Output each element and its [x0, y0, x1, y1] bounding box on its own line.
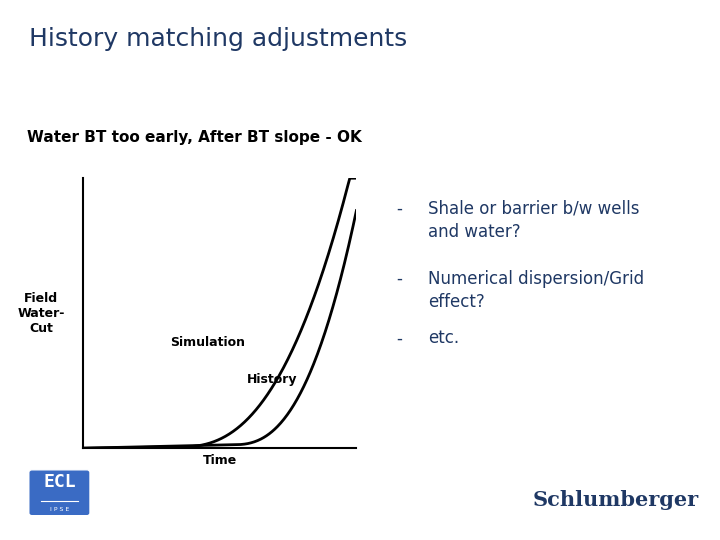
FancyBboxPatch shape	[29, 470, 90, 516]
Y-axis label: Field
Water-
Cut: Field Water- Cut	[17, 292, 65, 335]
Text: History matching adjustments: History matching adjustments	[29, 27, 407, 51]
Text: Numerical dispersion/Grid
effect?: Numerical dispersion/Grid effect?	[428, 270, 644, 311]
Text: -: -	[396, 329, 402, 347]
Text: Shale or barrier b/w wells
and water?: Shale or barrier b/w wells and water?	[428, 200, 640, 241]
Text: Water BT too early, After BT slope - OK: Water BT too early, After BT slope - OK	[27, 130, 361, 145]
Text: Schlumberger: Schlumberger	[532, 490, 698, 510]
Text: History: History	[247, 373, 297, 387]
Text: -: -	[396, 200, 402, 218]
Text: -: -	[396, 270, 402, 288]
Text: ECL: ECL	[43, 473, 76, 491]
X-axis label: Time: Time	[202, 454, 237, 467]
Text: I P S E: I P S E	[50, 507, 69, 512]
Text: Simulation: Simulation	[171, 335, 246, 349]
Text: etc.: etc.	[428, 329, 459, 347]
Text: ECLIPSE: ECLIPSE	[40, 472, 79, 483]
